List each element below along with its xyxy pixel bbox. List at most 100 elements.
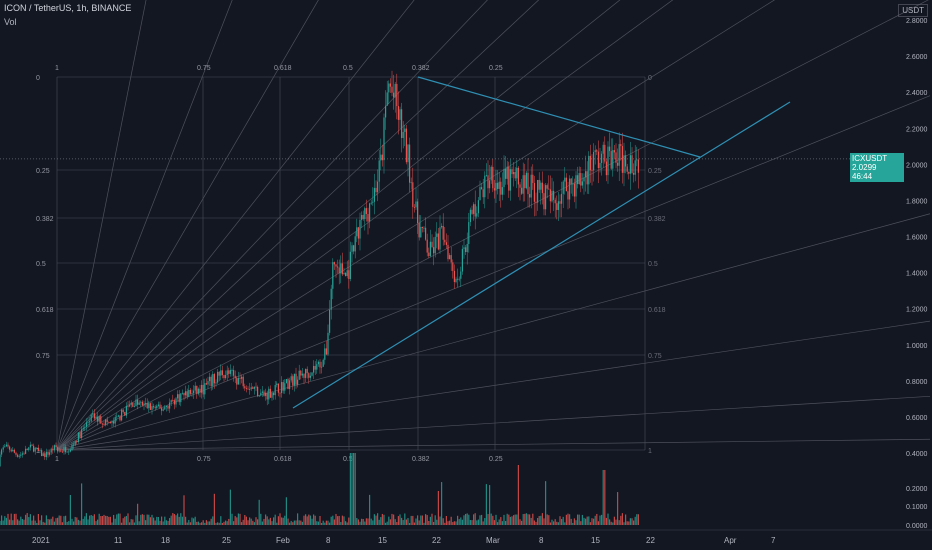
candle-body [135, 399, 137, 407]
volume-bar [274, 514, 276, 525]
candle-body [194, 385, 196, 391]
volume-bar [193, 518, 195, 525]
candle-body [450, 255, 452, 263]
candle-body [415, 201, 417, 208]
candle-body [413, 206, 415, 208]
price-tick-label: 1.2000 [906, 307, 928, 314]
candle-body [527, 172, 529, 195]
candle-body [385, 105, 387, 118]
gann-level-label-top: 0.25 [489, 65, 503, 72]
volume-bar [348, 517, 350, 525]
volume-bar [28, 517, 30, 525]
time-tick-label: Apr [724, 536, 737, 545]
volume-bar [343, 516, 345, 525]
price-badge: ICXUSDT 2.0299 46:44 [850, 153, 904, 182]
volume-bar [612, 522, 614, 525]
volume-bar [260, 513, 262, 525]
candle-body [605, 161, 607, 176]
fan-ray [56, 95, 931, 451]
volume-bar [21, 519, 23, 525]
candle-body [165, 406, 167, 407]
triangle-upper-line [417, 76, 701, 158]
candle-body [183, 392, 185, 396]
fan-ray [56, 0, 540, 451]
candle-body [154, 407, 156, 409]
volume-bar [60, 515, 62, 525]
time-tick-label: Mar [486, 536, 500, 545]
candle-body [561, 193, 563, 204]
volume-bar [298, 520, 300, 525]
candle-body [79, 432, 81, 439]
volume-bar [412, 515, 414, 525]
candle-body [66, 451, 68, 453]
volume-bar [31, 520, 33, 525]
candle-body [493, 188, 495, 191]
volume-bar [44, 522, 46, 525]
volume-bar [242, 519, 244, 525]
volume-bar [532, 513, 534, 525]
candle-body [185, 391, 187, 396]
candle-body [313, 365, 315, 373]
price-axis: 2.8000 2.6000 2.4000 2.2000 2.0000 1.8000 1.60… [0, 18, 928, 530]
candle-body [167, 406, 169, 409]
volume-bar [261, 521, 263, 525]
volume-bar [101, 516, 103, 525]
candle-body [357, 227, 359, 239]
candle-body [225, 375, 227, 379]
volume-bar [335, 513, 337, 525]
candle-body [114, 417, 116, 424]
volume-bar [146, 514, 148, 525]
volume-bar [489, 485, 491, 525]
currency-label[interactable]: USDT [898, 4, 928, 17]
volume-bar [149, 517, 151, 525]
volume-bar [87, 519, 89, 525]
volume-bar [311, 518, 313, 525]
volume-bar [289, 522, 291, 525]
candle-body [269, 388, 271, 398]
price-tick-label: 0.4000 [906, 451, 928, 458]
volume-bar [332, 515, 334, 525]
candle-body [145, 403, 147, 404]
candle-body [428, 252, 430, 257]
volume-bar [466, 513, 468, 525]
candle-body [330, 288, 332, 310]
volume-bar [237, 513, 239, 525]
candle-body [300, 370, 302, 376]
volume-bar [244, 514, 246, 525]
fan-ray [56, 0, 776, 451]
candle-body [133, 406, 135, 407]
candle-body [5, 444, 7, 447]
time-tick-label: Feb [276, 536, 290, 545]
volume-bar [569, 514, 571, 525]
volume-bar [306, 516, 308, 525]
volume-bar [241, 522, 243, 525]
candle-body [522, 175, 524, 194]
candle-body [257, 386, 259, 397]
volume-bar [180, 513, 182, 525]
volume-bar [105, 515, 107, 525]
volume-bar [364, 521, 366, 525]
volume-bar [605, 517, 607, 525]
symbol-label: ICXUSDT [852, 154, 887, 163]
volume-bar [108, 516, 110, 525]
candle-body [202, 384, 204, 395]
candle-body [495, 182, 497, 191]
candle-body [476, 213, 478, 217]
candle-body [625, 155, 627, 167]
volume-bar [410, 515, 412, 525]
candle-body [69, 449, 71, 452]
volume-bar [297, 513, 299, 525]
volume-bar [567, 513, 569, 525]
candle-body [89, 421, 91, 423]
candle-body [37, 447, 39, 451]
candle-body [305, 368, 307, 378]
volume-bar [0, 520, 1, 525]
volume-bar [506, 513, 508, 525]
candle-body [215, 382, 217, 384]
candle-body [341, 263, 343, 275]
candle-body [570, 178, 572, 185]
volume-bar [212, 516, 214, 525]
volume-bar [23, 519, 25, 525]
candle-body [610, 151, 612, 169]
